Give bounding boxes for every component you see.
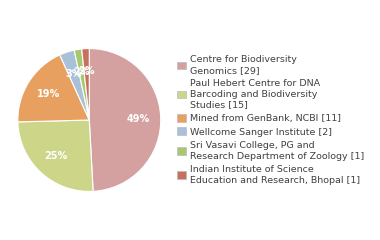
Wedge shape (82, 48, 89, 120)
Text: 49%: 49% (126, 114, 149, 124)
Wedge shape (18, 120, 93, 192)
Text: 2%: 2% (78, 66, 95, 77)
Text: 2%: 2% (73, 67, 90, 77)
Text: 19%: 19% (36, 89, 60, 99)
Wedge shape (18, 55, 89, 122)
Text: 3%: 3% (66, 69, 82, 79)
Wedge shape (74, 49, 89, 120)
Wedge shape (89, 48, 161, 191)
Wedge shape (60, 50, 89, 120)
Legend: Centre for Biodiversity
Genomics [29], Paul Hebert Centre for DNA
Barcoding and : Centre for Biodiversity Genomics [29], P… (177, 55, 365, 185)
Text: 25%: 25% (45, 151, 68, 161)
